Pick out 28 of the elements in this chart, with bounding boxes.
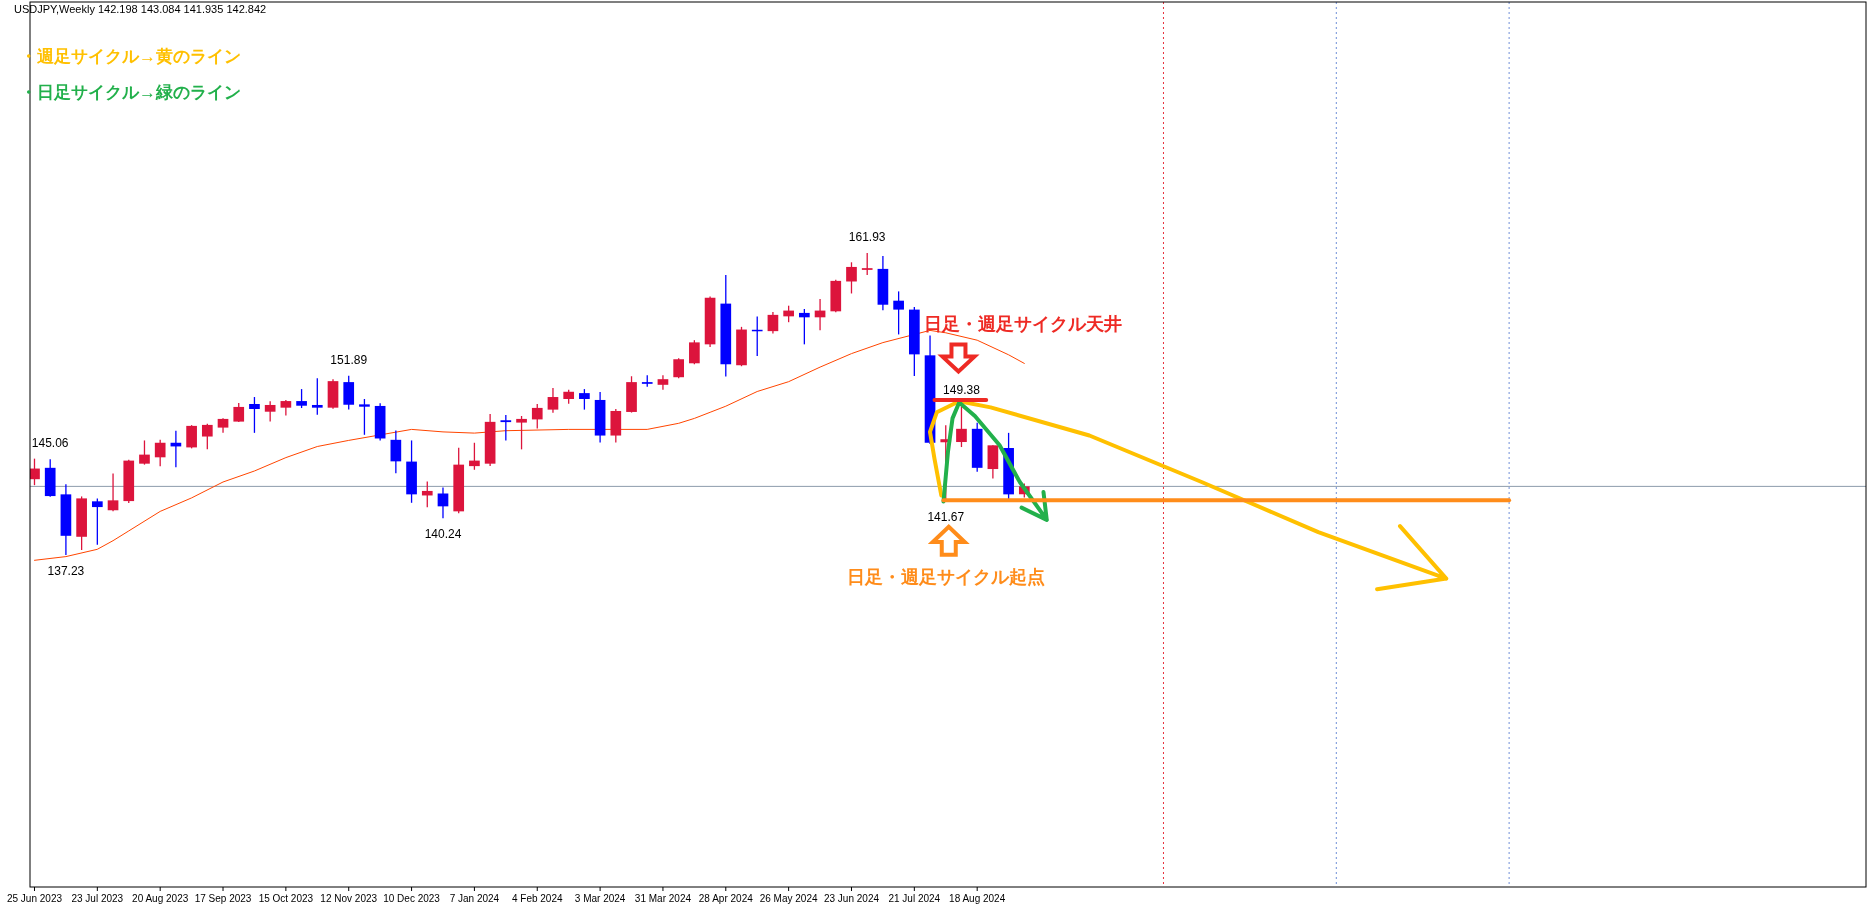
- x-tick-label: 17 Sep 2023: [194, 893, 252, 904]
- x-tick-label: 28 Apr 2024: [698, 893, 754, 904]
- x-tick-label: 21 Jul 2024: [888, 893, 941, 904]
- annotation: 145.06: [31, 436, 69, 451]
- x-tick-label: 26 May 2024: [759, 893, 818, 904]
- annotation: 149.38: [943, 383, 981, 398]
- x-tick-label: 4 Feb 2024: [511, 893, 563, 904]
- x-tick-label: 31 Mar 2024: [634, 893, 692, 904]
- annotation: 141.67: [927, 509, 965, 524]
- annotation: 137.23: [47, 564, 85, 578]
- annotation: 140.24: [424, 527, 462, 542]
- x-tick-label: 12 Nov 2023: [320, 893, 378, 904]
- annotation: 151.89: [330, 352, 368, 367]
- x-tick-label: 10 Dec 2023: [383, 893, 441, 904]
- chart-title: USDJPY,Weekly 142.198 143.084 141.935 142.842: [14, 3, 267, 15]
- x-tick-label: 7 Jan 2024: [449, 893, 500, 904]
- x-tick-label: 25 Jun 2023: [6, 893, 63, 904]
- x-tick-label: 3 Mar 2024: [574, 893, 626, 904]
- text: 日足・週足サイクル起点: [846, 566, 1045, 587]
- annotation: 161.93: [848, 230, 886, 244]
- annotation: 日足・週足サイクル天井: [924, 314, 1123, 335]
- text: ・週足サイクル→黄のライン: [20, 47, 241, 66]
- x-tick-label: 23 Jun 2024: [823, 893, 880, 904]
- x-tick-label: 18 Aug 2024: [949, 893, 1006, 904]
- x-tick-label: 15 Oct 2023: [258, 893, 314, 904]
- text: ・日足サイクル→緑のライン: [20, 83, 241, 102]
- x-tick-label: 23 Jul 2023: [71, 893, 124, 904]
- x-tick-label: 20 Aug 2023: [132, 893, 189, 904]
